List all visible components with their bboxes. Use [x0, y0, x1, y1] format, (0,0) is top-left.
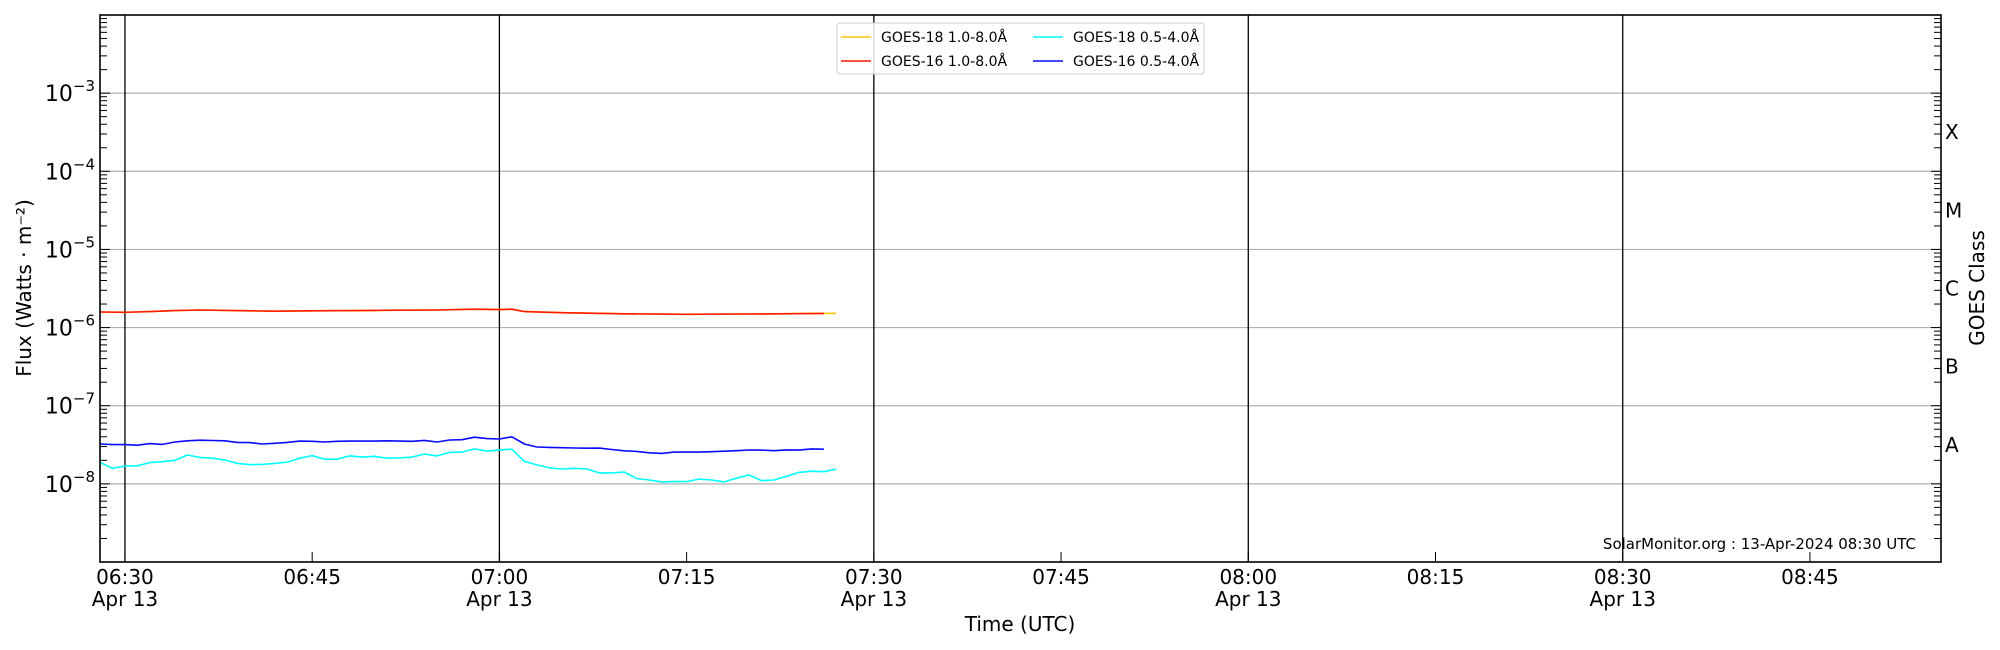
goes-class-B: B [1945, 355, 1959, 379]
x-tick-label: 06:45 [283, 565, 341, 589]
goes-class-labels: X M C B A [1945, 120, 1962, 457]
legend-label: GOES-16 0.5-4.0Å [1073, 53, 1199, 70]
x-tick-date-label: Apr 13 [466, 587, 532, 611]
y-tick-labels: 10−3 10−4 10−5 10−6 10−7 10−8 [45, 77, 95, 498]
x-tick-label: 06:30 [96, 565, 154, 589]
y-tick-label: 10−6 [45, 312, 95, 342]
axis-ticks [100, 18, 1941, 563]
x-tick-date-label: Apr 13 [1590, 587, 1656, 611]
x-tick-date-label: Apr 13 [92, 587, 158, 611]
y-axis-label: Flux (Watts · m⁻²) [12, 199, 36, 377]
x-tick-date-label: Apr 13 [841, 587, 907, 611]
x-tick-label: 07:30 [845, 565, 903, 589]
gridlines [100, 92, 1941, 485]
legend-label: GOES-18 1.0-8.0Å [881, 29, 1007, 46]
x-tick-label: 08:15 [1407, 565, 1465, 589]
x-tick-date-label: Apr 13 [1215, 587, 1281, 611]
x-tick-label: 08:30 [1594, 565, 1652, 589]
legend: GOES-18 1.0-8.0Å GOES-16 1.0-8.0Å GOES-18 … [836, 22, 1205, 75]
y-tick-label: 10−3 [45, 77, 95, 107]
series-lines [99, 308, 837, 483]
series-line-3 [99, 435, 824, 455]
legend-label: GOES-16 1.0-8.0Å [881, 53, 1007, 70]
x-tick-label: 07:45 [1032, 565, 1090, 589]
y-tick-label: 10−8 [45, 468, 95, 498]
y-tick-label: 10−4 [45, 155, 95, 185]
series-line-2 [99, 448, 837, 483]
x-tick-label: 08:45 [1781, 565, 1839, 589]
goes-class-X: X [1945, 120, 1959, 144]
vertical-hour-lines [124, 15, 1624, 562]
legend-box [836, 22, 1205, 75]
plot-frame [99, 14, 1942, 563]
x-axis-label: Time (UTC) [964, 612, 1076, 636]
goes-class-M: M [1945, 198, 1962, 222]
legend-label: GOES-18 0.5-4.0Å [1073, 29, 1199, 46]
y-tick-label: 10−5 [45, 233, 95, 263]
goes-class-A: A [1945, 433, 1959, 457]
x-tick-label: 07:00 [471, 565, 529, 589]
goes-class-C: C [1945, 277, 1959, 301]
x-tick-label: 08:00 [1219, 565, 1277, 589]
y-tick-label: 10−7 [45, 390, 95, 420]
source-annotation: SolarMonitor.org : 13-Apr-2024 08:30 UTC [1603, 535, 1916, 553]
x-tick-label: 07:15 [658, 565, 716, 589]
right-axis-label: GOES Class [1965, 230, 1989, 346]
series-line-1 [99, 308, 824, 316]
